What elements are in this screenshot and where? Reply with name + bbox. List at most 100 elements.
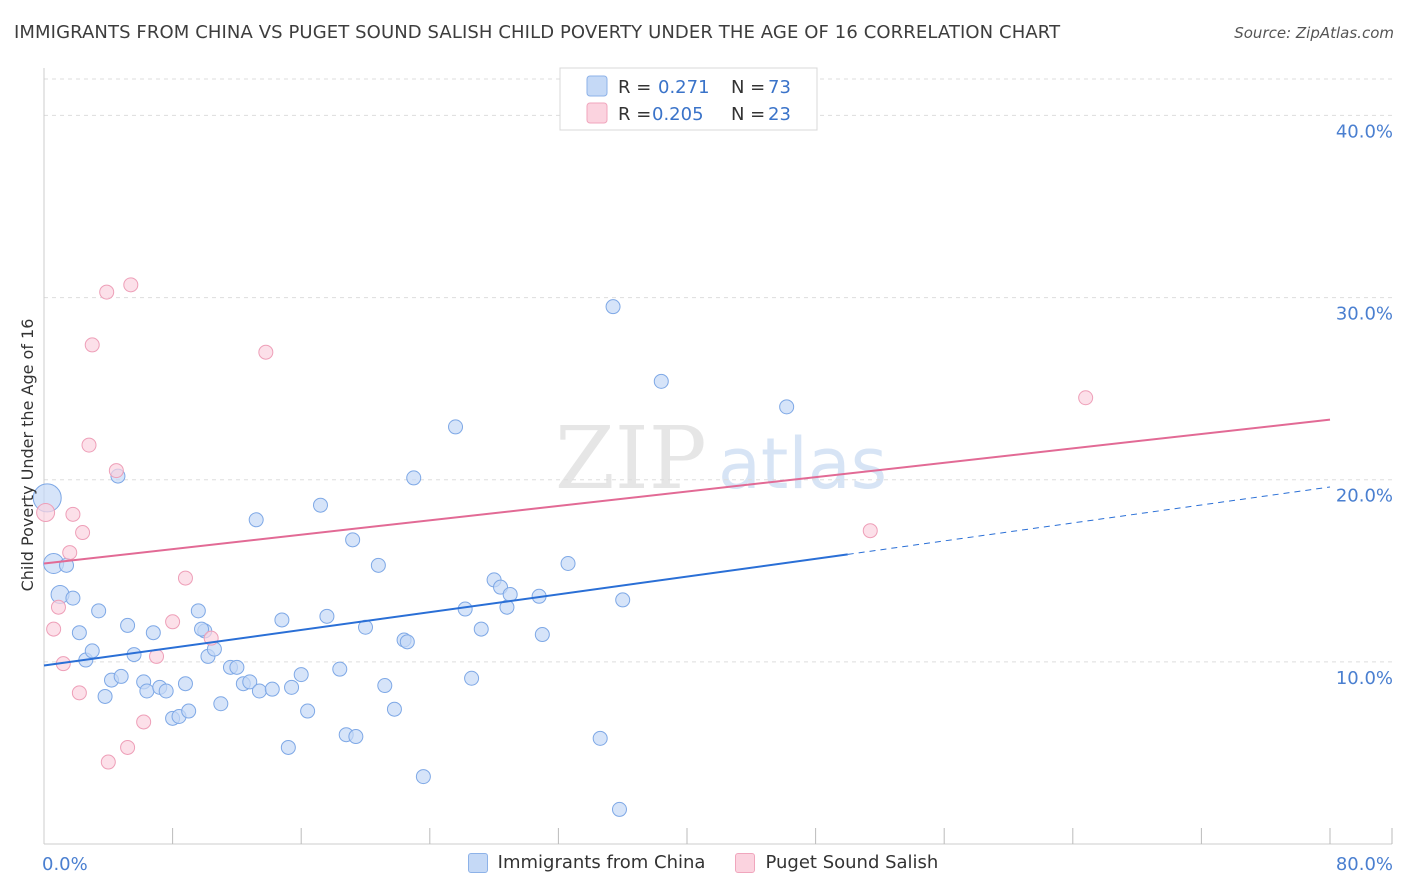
legend-swatch-immigrants-from-china xyxy=(467,852,488,873)
point-pink-17 xyxy=(165,614,181,630)
point-pink-10 xyxy=(99,284,115,300)
legend-r-label-blue: R = xyxy=(618,77,651,98)
point-blue-5 xyxy=(71,625,87,641)
legend-label-immigrants-from-china: Immigrants from China xyxy=(497,852,706,873)
grid-lines xyxy=(44,78,1392,663)
point-blue-7 xyxy=(84,643,100,659)
y-tick-label-20: 20.0% xyxy=(1336,486,1393,507)
trend-line-blue-extension xyxy=(847,486,1331,555)
point-blue-36 xyxy=(284,679,300,695)
trend-line-pink xyxy=(43,418,1331,565)
point-blue-66 xyxy=(615,592,631,608)
point-pink-2 xyxy=(50,599,66,615)
bottom-legend: Immigrants from China Puget Sound Salish xyxy=(0,852,1406,873)
point-blue-9 xyxy=(97,688,113,704)
legend-n-value-pink: 23 xyxy=(768,104,791,125)
legend-n-label-pink: N = xyxy=(731,104,765,125)
point-blue-72 xyxy=(194,621,210,637)
point-blue-18 xyxy=(158,683,174,699)
point-blue-71 xyxy=(248,512,264,528)
point-pink-1 xyxy=(46,621,62,637)
point-pink-6 xyxy=(71,685,87,701)
legend-swatch-puget-sound-salish xyxy=(735,852,756,873)
trend-lines xyxy=(43,418,1331,667)
point-blue-41 xyxy=(332,661,348,677)
point-pink-18 xyxy=(177,570,193,586)
point-blue-23 xyxy=(190,603,206,619)
series-puget-sound-salish xyxy=(36,277,1094,770)
point-blue-48 xyxy=(386,701,402,717)
point-blue-4 xyxy=(65,590,81,606)
point-blue-56 xyxy=(473,621,489,637)
point-pink-12 xyxy=(108,463,124,479)
point-blue-33 xyxy=(264,681,280,697)
y-tick-label-40: 40.0% xyxy=(1336,121,1393,142)
x-tick-label-80: 80.0% xyxy=(1336,854,1393,875)
legend-n-label-blue: N = xyxy=(731,77,765,98)
series-immigrants-from-china xyxy=(32,299,795,817)
point-blue-8 xyxy=(91,603,107,619)
legend-swatch-blue xyxy=(586,75,608,97)
point-pink-5 xyxy=(65,506,81,522)
x-tick-label-0: 0.0% xyxy=(42,854,88,875)
point-blue-52 xyxy=(415,769,431,785)
point-pink-4 xyxy=(62,545,78,561)
point-blue-32 xyxy=(251,683,267,699)
legend-r-value-pink: 0.205 xyxy=(652,104,704,125)
point-pink-9 xyxy=(84,337,100,353)
point-blue-65 xyxy=(605,299,621,315)
legend-label-puget-sound-salish: Puget Sound Salish xyxy=(765,852,939,873)
point-blue-44 xyxy=(348,729,364,745)
legend-n-value-blue: 73 xyxy=(768,77,791,98)
top-legend: R = 0.271 N = 73 R = 0.205 N = 23 xyxy=(559,67,818,131)
x-tick-labels: 0.0% 80.0% xyxy=(42,854,1393,875)
source-credit: Source: ZipAtlas.com xyxy=(1234,24,1394,42)
point-blue-38 xyxy=(300,703,316,719)
point-blue-37 xyxy=(293,667,309,683)
y-axis-label: Child Poverty Under the Age of 16 xyxy=(18,319,37,592)
point-blue-22 xyxy=(181,703,197,719)
chart-title: IMMIGRANTS FROM CHINA VS PUGET SOUND SAL… xyxy=(14,22,1061,43)
y-tick-labels: 10.0% 20.0% 30.0% 40.0% xyxy=(1336,121,1393,688)
point-blue-21 xyxy=(177,676,193,692)
point-pink-20 xyxy=(258,344,274,360)
point-blue-54 xyxy=(457,601,473,617)
axes xyxy=(43,68,1393,845)
point-blue-69 xyxy=(779,399,795,415)
point-blue-60 xyxy=(502,586,518,602)
point-blue-55 xyxy=(464,670,480,686)
point-blue-51 xyxy=(406,470,422,486)
point-pink-13 xyxy=(120,739,136,755)
point-blue-64 xyxy=(592,730,608,746)
point-blue-16 xyxy=(145,625,161,641)
point-blue-68 xyxy=(653,373,669,389)
point-blue-34 xyxy=(274,612,290,628)
point-blue-67 xyxy=(611,801,627,817)
point-blue-62 xyxy=(534,627,550,643)
point-blue-35 xyxy=(280,739,296,755)
point-pink-11 xyxy=(100,754,116,770)
point-blue-46 xyxy=(370,557,386,573)
point-blue-31 xyxy=(242,674,258,690)
point-blue-15 xyxy=(139,683,155,699)
point-blue-47 xyxy=(377,678,393,694)
legend-r-label-pink: R = xyxy=(618,104,651,125)
point-blue-63 xyxy=(560,556,576,571)
point-pink-15 xyxy=(136,714,152,730)
point-pink-0 xyxy=(36,503,56,522)
y-tick-label-10: 10.0% xyxy=(1336,668,1393,689)
legend-item-puget-sound-salish: Puget Sound Salish xyxy=(735,852,938,873)
point-blue-39 xyxy=(312,497,328,513)
y-tick-label-30: 30.0% xyxy=(1336,304,1393,325)
legend-swatch-pink xyxy=(586,102,608,124)
legend-item-immigrants-from-china: Immigrants from China xyxy=(467,852,706,873)
legend-r-value-blue: 0.271 xyxy=(658,77,710,98)
point-blue-27 xyxy=(213,696,229,712)
point-pink-8 xyxy=(81,437,97,453)
point-pink-7 xyxy=(75,525,91,541)
point-blue-50 xyxy=(399,634,415,650)
watermark-atlas: atlas xyxy=(718,423,887,505)
point-blue-53 xyxy=(448,419,464,435)
point-blue-11 xyxy=(113,668,129,684)
